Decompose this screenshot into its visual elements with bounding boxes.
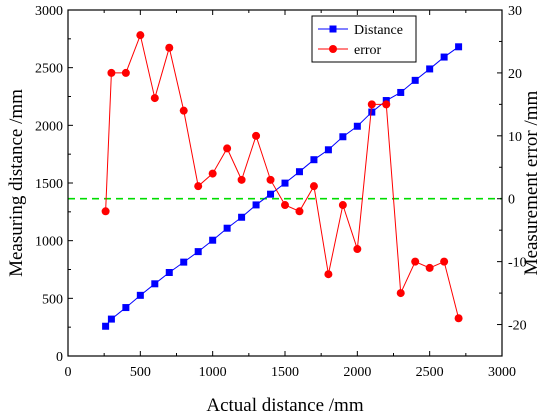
distance-point [102, 322, 110, 330]
y-right-axis-title: Measurement error /mm [521, 90, 542, 275]
distance-point [165, 268, 173, 276]
y-left-tick-label: 0 [56, 350, 63, 365]
x-axis-title: Actual distance /mm [206, 395, 363, 416]
error-point [150, 94, 159, 103]
error-point [382, 100, 391, 109]
x-tick-label: 0 [65, 365, 72, 380]
error-point [338, 201, 347, 210]
error-point [223, 144, 232, 153]
legend-box [311, 15, 417, 63]
x-tick-label: 2500 [416, 365, 444, 380]
distance-point [339, 133, 347, 141]
y-left-axis-title: Measuring distance /mm [6, 89, 27, 277]
error-point [396, 289, 405, 298]
y-right-tick-label: -10 [508, 256, 527, 271]
distance-point [267, 190, 275, 198]
error-point [237, 175, 246, 184]
error-point [281, 201, 289, 210]
error-point [194, 182, 203, 191]
distance-point [252, 201, 260, 209]
y-left-tick-label: 500 [42, 292, 63, 307]
x-tick-label: 2000 [343, 365, 371, 380]
error-point [165, 43, 174, 52]
distance-point [209, 236, 217, 244]
distance-point [151, 280, 159, 288]
distance-point [397, 88, 405, 96]
error-point [101, 207, 110, 216]
error-point [324, 270, 333, 279]
y-left-tick-label: 2500 [35, 62, 63, 77]
error-point [454, 314, 463, 323]
error-point [367, 100, 376, 109]
error-point [121, 68, 130, 77]
y-right-tick-label: 10 [508, 130, 522, 145]
y-left-tick-label: 2000 [35, 119, 63, 134]
legend-marker-error [329, 45, 337, 53]
distance-point [310, 156, 318, 164]
error-point [425, 263, 434, 272]
y-left-tick-label: 1000 [35, 235, 63, 250]
y-left-tick-label: 1500 [35, 177, 63, 192]
error-point [353, 245, 362, 254]
series-line-error [105, 33, 460, 319]
y-right-tick-label: -20 [508, 319, 527, 334]
x-tick-label: 1000 [199, 365, 227, 380]
x-tick-label: 3000 [488, 365, 516, 380]
distance-point [353, 122, 361, 130]
error-point [266, 175, 275, 184]
error-point [179, 106, 188, 115]
error-point [440, 257, 449, 266]
y-right-tick-label: 30 [508, 4, 522, 19]
distance-point [295, 168, 303, 176]
distance-point [281, 179, 289, 187]
distance-point [107, 315, 115, 323]
distance-point [238, 213, 246, 221]
error-point [309, 182, 318, 191]
error-point [136, 31, 145, 40]
distance-point [426, 65, 434, 73]
legend-label-distance: Distance [354, 23, 403, 38]
distance-point [324, 146, 332, 154]
distance-point [136, 291, 144, 299]
error-point [208, 169, 217, 178]
x-tick-label: 500 [130, 365, 151, 380]
distance-point [368, 108, 376, 116]
distance-point [440, 53, 448, 61]
error-point [295, 207, 304, 216]
distance-point [122, 304, 130, 312]
x-tick-label: 1500 [271, 365, 299, 380]
legend-marker-distance [329, 25, 337, 33]
distance-point [411, 76, 419, 84]
error-point [107, 68, 116, 77]
error-point [252, 131, 261, 140]
y-right-tick-label: 0 [508, 193, 515, 208]
error-point [411, 257, 420, 266]
y-right-tick-label: 20 [508, 67, 522, 82]
distance-point [455, 43, 463, 51]
legend-label-error: error [354, 43, 382, 58]
y-left-tick-label: 3000 [35, 4, 63, 19]
distance-point [194, 248, 202, 256]
distance-point [223, 224, 231, 232]
distance-point [180, 258, 188, 266]
